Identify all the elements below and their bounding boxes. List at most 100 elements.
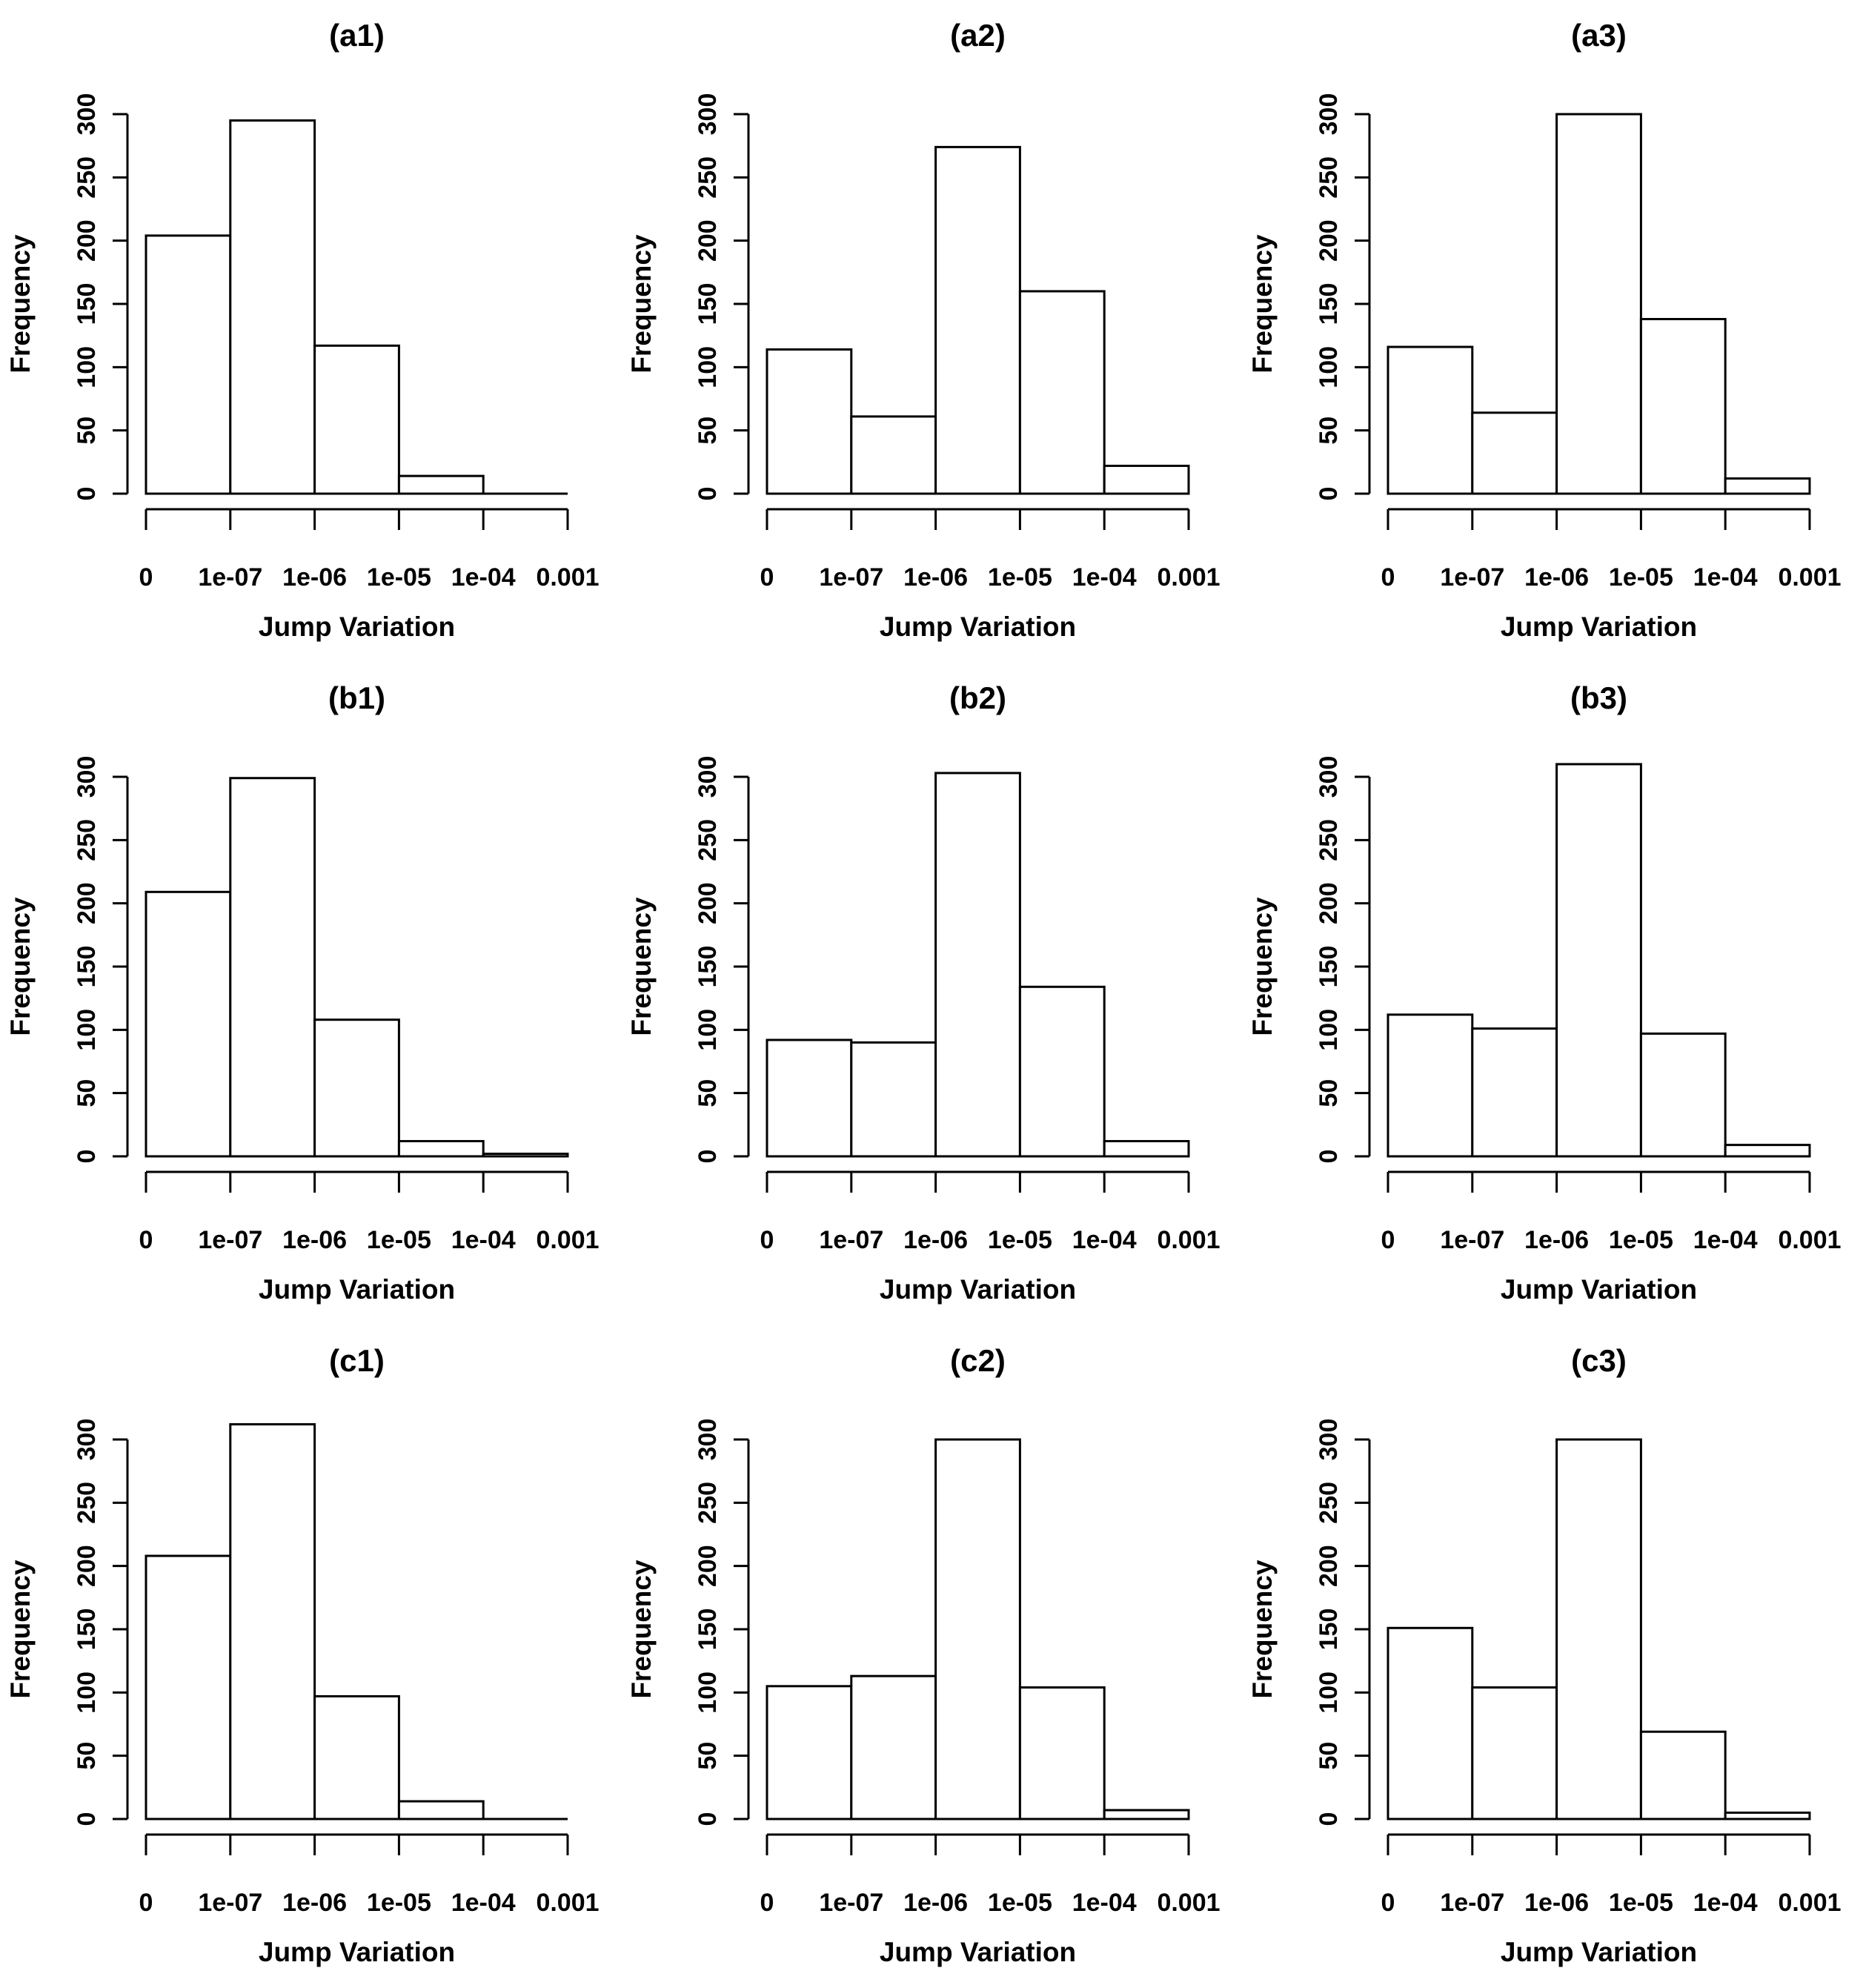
- y-tick-label: 0: [73, 487, 101, 501]
- y-tick-label: 150: [694, 1608, 722, 1651]
- hist-bar: [1103, 1140, 1190, 1158]
- y-tick-label: 50: [694, 1079, 722, 1107]
- hist-bar: [397, 1800, 485, 1820]
- panel-b2: (b2) Frequency 0 50 100 150 200 250 300 0 1e-07 1e-…: [621, 663, 1242, 1325]
- y-tick-label: 250: [694, 819, 722, 861]
- histogram-svg-a2: (a2) Frequency 0 50 100 150 200 250 300 0 1e-07 1e-…: [626, 18, 1221, 642]
- y-tick-label: 200: [73, 1545, 101, 1587]
- hist-bar: [229, 119, 316, 495]
- y-tick-label: 150: [73, 946, 101, 988]
- hist-bar: [1724, 477, 1811, 495]
- y-axis-title: Frequency: [626, 1560, 657, 1699]
- hist-bar: [313, 1018, 400, 1158]
- x-axis-title: Jump Variation: [259, 1274, 455, 1305]
- y-tick-label: 50: [1315, 1742, 1343, 1770]
- x-tick-label: 1e-05: [988, 563, 1052, 592]
- hist-bar: [1387, 1626, 1474, 1820]
- histogram-svg-b2: (b2) Frequency 0 50 100 150 200 250 300 0 1e-07 1e-…: [626, 680, 1221, 1305]
- x-tick-label: 1e-05: [367, 563, 431, 592]
- x-tick-label: 1e-05: [1609, 563, 1673, 592]
- hist-bar: [145, 234, 232, 495]
- y-tick-label: 150: [1315, 946, 1343, 988]
- x-tick-label: 0: [139, 1226, 153, 1254]
- y-tick-label: 50: [73, 1079, 101, 1107]
- x-tick-label: 0.001: [1157, 1226, 1220, 1254]
- hist-bar: [397, 1140, 485, 1158]
- panel-title: (c1): [329, 1343, 385, 1378]
- hist-bar: [1471, 411, 1558, 495]
- y-tick-label: 200: [1315, 882, 1343, 924]
- y-tick-label: 100: [73, 346, 101, 388]
- panel-title: (a2): [950, 18, 1006, 53]
- hist-bar: [934, 145, 1021, 495]
- x-tick-label: 1e-06: [282, 1226, 347, 1254]
- y-tick-label: 50: [694, 1742, 722, 1770]
- y-tick-label: 200: [73, 882, 101, 924]
- hist-bar: [482, 1153, 569, 1158]
- x-tick-label: 1e-07: [819, 1889, 883, 1917]
- x-tick-label: 1e-05: [367, 1226, 431, 1254]
- y-tick-label: 100: [73, 1009, 101, 1051]
- histogram-svg-c3: (c3) Frequency 0 50 100 150 200 250 300 0 1e-07 1e-…: [1247, 1343, 1842, 1967]
- hist-bar: [1724, 1811, 1811, 1820]
- hist-bar: [1471, 1686, 1558, 1820]
- x-tick-label: 0: [760, 1226, 774, 1254]
- y-tick-label: 300: [694, 756, 722, 798]
- x-tick-label: 1e-06: [282, 1889, 347, 1917]
- hist-bar: [1639, 1032, 1727, 1158]
- hist-bar: [850, 415, 937, 495]
- x-tick-label: 1e-07: [1440, 1889, 1504, 1917]
- hist-bar: [1387, 1013, 1474, 1158]
- x-tick-label: 0: [1381, 1889, 1395, 1917]
- hist-bar: [766, 1685, 853, 1820]
- x-tick-label: 1e-07: [198, 563, 262, 592]
- y-tick-label: 0: [73, 1812, 101, 1826]
- x-tick-label: 0: [1381, 563, 1395, 592]
- y-tick-label: 200: [1315, 1545, 1343, 1587]
- y-tick-label: 100: [1315, 1671, 1343, 1714]
- y-tick-label: 150: [694, 283, 722, 325]
- y-tick-label: 50: [73, 1742, 101, 1770]
- x-tick-label: 1e-06: [903, 1226, 968, 1254]
- y-tick-label: 50: [73, 417, 101, 445]
- x-tick-label: 1e-06: [903, 563, 968, 592]
- panel-title: (c3): [1571, 1343, 1627, 1378]
- y-tick-label: 150: [694, 946, 722, 988]
- y-tick-label: 50: [1315, 417, 1343, 445]
- panel-title: (b2): [949, 680, 1006, 715]
- hist-bar: [313, 344, 400, 495]
- x-tick-label: 1e-07: [1440, 563, 1504, 592]
- x-tick-label: 1e-07: [198, 1226, 262, 1254]
- y-tick-label: 200: [694, 219, 722, 262]
- y-tick-label: 250: [73, 156, 101, 199]
- x-tick-label: 1e-07: [1440, 1226, 1504, 1254]
- y-tick-label: 250: [1315, 156, 1343, 199]
- y-tick-label: 0: [1315, 1150, 1343, 1164]
- x-tick-label: 1e-05: [1609, 1226, 1673, 1254]
- y-tick-label: 300: [694, 1419, 722, 1461]
- x-axis-title: Jump Variation: [1501, 1274, 1697, 1305]
- hist-bar: [766, 1038, 853, 1158]
- y-tick-label: 100: [694, 1009, 722, 1051]
- y-tick-label: 300: [1315, 756, 1343, 798]
- x-axis-title: Jump Variation: [1501, 1937, 1697, 1967]
- x-tick-label: 1e-04: [1072, 563, 1137, 592]
- x-tick-label: 1e-05: [367, 1889, 431, 1917]
- hist-bar: [229, 1423, 316, 1820]
- x-axis-title: Jump Variation: [1501, 612, 1697, 642]
- x-tick-label: 0.001: [1778, 1889, 1841, 1917]
- histogram-svg-c1: (c1) Frequency 0 50 100 150 200 250 300 0 1e-07 1e-…: [5, 1343, 600, 1967]
- x-tick-label: 1e-04: [451, 563, 516, 592]
- y-tick-label: 100: [1315, 346, 1343, 388]
- x-tick-label: 0.001: [1157, 563, 1220, 592]
- x-axis-title: Jump Variation: [259, 1937, 455, 1967]
- y-tick-label: 50: [694, 417, 722, 445]
- x-tick-label: 1e-06: [1524, 1226, 1589, 1254]
- hist-bar: [1018, 290, 1106, 495]
- panel-c2: (c2) Frequency 0 50 100 150 200 250 300 0 1e-07 1e-…: [621, 1325, 1242, 1988]
- y-axis-title: Frequency: [626, 897, 657, 1036]
- x-tick-label: 1e-05: [988, 1889, 1052, 1917]
- x-tick-label: 1e-07: [198, 1889, 262, 1917]
- hist-bar: [313, 1694, 400, 1820]
